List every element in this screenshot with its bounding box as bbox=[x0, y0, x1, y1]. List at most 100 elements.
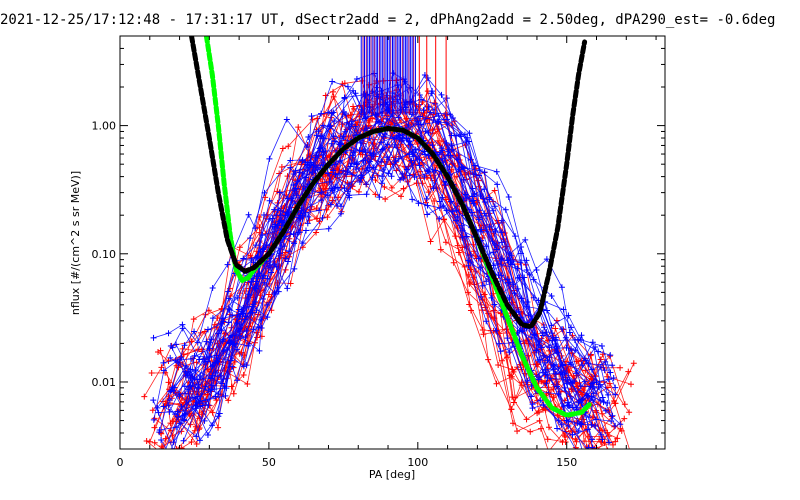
series-red-point bbox=[572, 435, 579, 442]
series-blue-point bbox=[483, 278, 490, 285]
series-blue-trace bbox=[187, 137, 616, 442]
series-blue-point bbox=[475, 216, 482, 223]
series-blue-point bbox=[160, 403, 167, 410]
series-blue-point bbox=[592, 343, 599, 350]
series-red-point bbox=[256, 224, 263, 231]
series-blue-point bbox=[313, 132, 320, 139]
series-blue-point bbox=[535, 376, 542, 383]
series-blue-point bbox=[312, 167, 319, 174]
series-blue-point bbox=[369, 174, 376, 181]
series-blue-point bbox=[304, 220, 311, 227]
series-blue-point bbox=[490, 262, 497, 269]
series-blue-point bbox=[581, 452, 587, 458]
series-blue-point bbox=[524, 378, 531, 385]
series-blue-point bbox=[269, 215, 276, 222]
series-blue-point bbox=[357, 139, 364, 146]
series-blue-point bbox=[421, 173, 428, 180]
series-blue-point bbox=[417, 113, 424, 120]
series-blue-point bbox=[439, 147, 446, 154]
series-red-point bbox=[467, 307, 474, 314]
series-blue-point bbox=[253, 273, 260, 280]
series-red-point bbox=[151, 439, 158, 446]
series-blue-point bbox=[240, 363, 247, 370]
series-blue-point bbox=[467, 251, 474, 258]
series-blue-point bbox=[368, 152, 375, 159]
series-red-point bbox=[162, 435, 169, 442]
series-blue-point bbox=[602, 358, 609, 365]
series-red-point bbox=[141, 393, 148, 400]
series-blue-point bbox=[554, 349, 561, 356]
series-blue-point bbox=[555, 417, 562, 424]
series-blue-point bbox=[242, 334, 249, 341]
series-blue-point bbox=[170, 439, 177, 446]
series-blue-point bbox=[293, 192, 300, 199]
series-blue-point bbox=[585, 444, 592, 449]
series-red-point bbox=[455, 249, 462, 256]
series-blue-point bbox=[327, 201, 334, 208]
series-blue-point bbox=[597, 364, 604, 371]
series-red-point bbox=[427, 183, 434, 190]
series-blue-point bbox=[184, 386, 191, 393]
series-red-point bbox=[498, 357, 505, 364]
series-blue-point bbox=[597, 397, 604, 404]
series-red-point bbox=[165, 379, 172, 386]
series-red-point bbox=[146, 438, 153, 445]
series-red-bundle bbox=[141, 76, 637, 458]
series-blue-point bbox=[154, 404, 161, 411]
series-blue-point bbox=[405, 121, 412, 128]
series-blue-point bbox=[423, 195, 430, 202]
series-red-point bbox=[572, 444, 579, 449]
series-blue-point bbox=[566, 402, 573, 409]
series-blue-point bbox=[385, 170, 392, 177]
series-blue-point bbox=[516, 327, 523, 334]
series-red-point bbox=[467, 279, 474, 286]
series-blue-point bbox=[528, 393, 535, 400]
series-blue-point bbox=[342, 110, 349, 117]
series-red-point bbox=[485, 356, 492, 363]
series-blue-point bbox=[476, 172, 483, 179]
series-blue-trace bbox=[173, 103, 609, 415]
series-blue-point bbox=[158, 436, 165, 443]
series-blue-point bbox=[235, 314, 242, 321]
series-red-point bbox=[284, 173, 291, 180]
series-blue-point bbox=[495, 260, 502, 267]
series-blue-point bbox=[420, 107, 427, 114]
series-blue-point bbox=[182, 368, 189, 375]
chart-title: 2021-12-25/17:12:48 - 17:31:17 UT, dSect… bbox=[0, 12, 775, 28]
series-red-point bbox=[397, 193, 404, 200]
series-blue-point bbox=[275, 288, 282, 295]
series-blue-point bbox=[471, 171, 478, 178]
series-blue-point bbox=[575, 428, 582, 435]
series-blue-point bbox=[529, 405, 536, 412]
series-red-point bbox=[600, 452, 606, 458]
series-blue-point bbox=[488, 294, 495, 301]
series-red-point bbox=[628, 451, 634, 457]
series-blue-point bbox=[498, 229, 505, 236]
y-tick-label: 0.01 bbox=[92, 376, 117, 389]
series-blue-point bbox=[328, 140, 335, 147]
series-blue-point bbox=[271, 260, 278, 267]
series-red-point bbox=[278, 164, 285, 171]
series-blue-point bbox=[274, 222, 281, 229]
series-blue-point bbox=[591, 384, 598, 391]
series-blue-point bbox=[260, 272, 267, 279]
series-blue-point bbox=[331, 117, 338, 124]
series-blue-point bbox=[425, 152, 432, 159]
series-red-point bbox=[381, 184, 388, 191]
series-blue-point bbox=[193, 405, 200, 412]
series-blue-point bbox=[253, 307, 260, 314]
series-red-point bbox=[535, 409, 542, 416]
series-blue-point bbox=[233, 346, 240, 353]
series-blue-point bbox=[240, 255, 247, 262]
series-blue-point bbox=[523, 266, 530, 273]
series-blue-point bbox=[462, 191, 469, 198]
series-blue-point bbox=[167, 342, 174, 349]
x-axis-label: PA [deg] bbox=[369, 468, 415, 481]
series-blue-point bbox=[353, 75, 360, 82]
series-blue-point bbox=[554, 425, 561, 432]
series-blue-point bbox=[602, 407, 609, 414]
series-blue-point bbox=[541, 324, 548, 331]
series-blue-point bbox=[504, 335, 511, 342]
series-blue-point bbox=[166, 408, 173, 415]
